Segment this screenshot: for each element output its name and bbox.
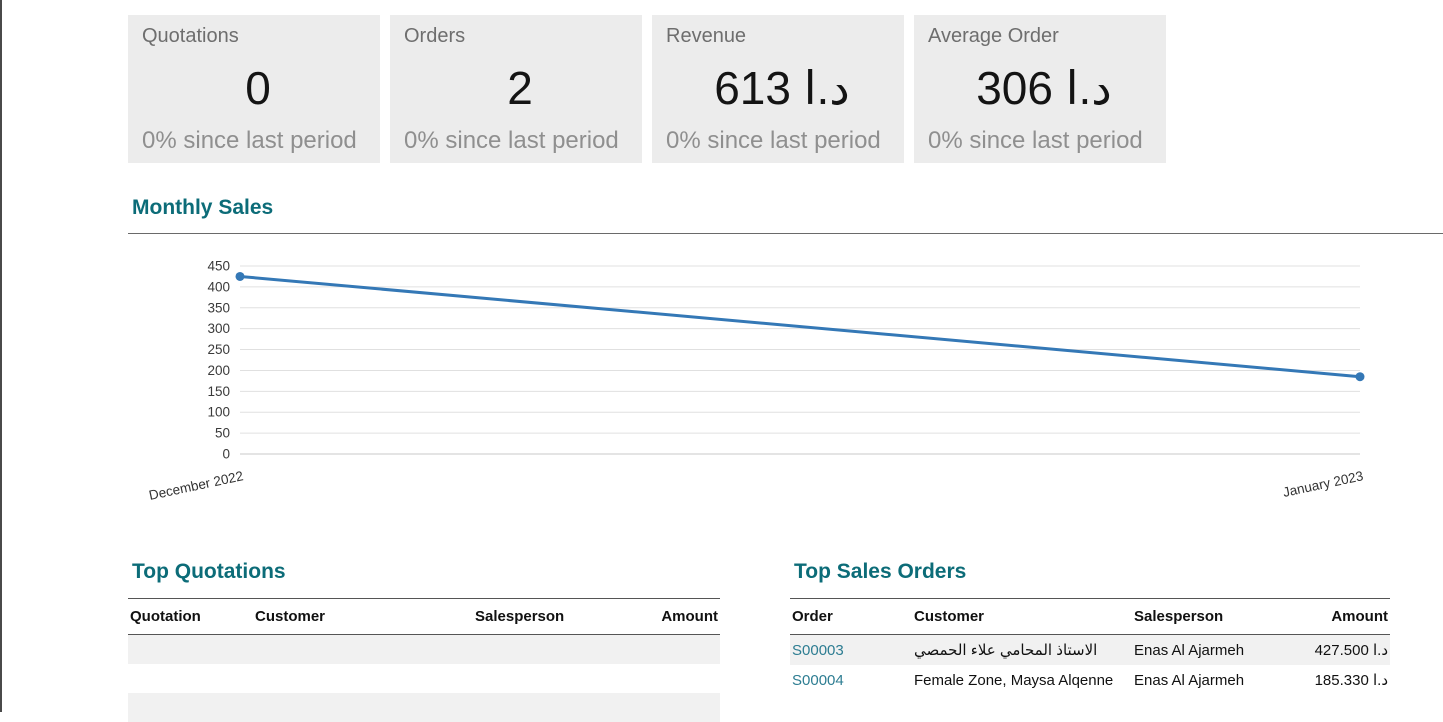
order-link[interactable]: S00004	[792, 671, 844, 689]
svg-text:0: 0	[222, 447, 230, 462]
top-quotations-table: Quotation Customer Salesperson Amount	[128, 598, 720, 722]
top-quotations-title: Top Quotations	[132, 560, 286, 583]
kpi-value: 613 د.ا	[714, 62, 850, 114]
empty-row	[128, 634, 720, 664]
svg-text:150: 150	[207, 384, 230, 399]
svg-text:200: 200	[207, 363, 230, 378]
col-header-salesperson: Salesperson	[473, 598, 643, 635]
kpi-label: Average Order	[928, 25, 1059, 47]
amount-cell: 185.330 د.ا	[1314, 672, 1388, 689]
top-quotations-section: Top Quotations Quotation Customer Salesp…	[128, 560, 720, 722]
kpi-delta: 0% since last period	[666, 127, 881, 154]
col-header-amount: Amount	[1257, 598, 1390, 635]
svg-text:450: 450	[207, 259, 230, 274]
kpi-card-revenue[interactable]: Revenue 613 د.ا 0% since last period	[652, 15, 904, 163]
kpi-card-average-order[interactable]: Average Order 306 د.ا 0% since last peri…	[914, 15, 1166, 163]
kpi-value: 2	[507, 62, 533, 114]
kpi-value: 0	[245, 62, 271, 114]
monthly-sales-chart: 0 50 100 150 200 250 300 350 400 450 December 2022…	[128, 233, 1443, 510]
svg-text:100: 100	[207, 405, 230, 420]
top-sales-orders-section: Top Sales Orders Order Customer Salesper…	[790, 560, 1390, 722]
svg-text:350: 350	[207, 300, 230, 315]
col-header-salesperson: Salesperson	[1132, 598, 1257, 635]
window-left-edge	[0, 0, 2, 712]
top-sales-orders-title: Top Sales Orders	[794, 560, 967, 583]
customer-cell: Female Zone, Maysa Alqenne	[914, 671, 1114, 689]
salesperson-cell: Enas Al Ajarmeh	[1134, 671, 1245, 689]
tables-row: Top Quotations Quotation Customer Salesp…	[128, 560, 1443, 722]
amount-cell: 427.500 د.ا	[1314, 642, 1388, 659]
col-header-customer: Customer	[912, 598, 1132, 635]
order-link[interactable]: S00003	[792, 641, 844, 659]
kpi-card-quotations[interactable]: Quotations 0 0% since last period	[128, 15, 380, 163]
salesperson-cell: Enas Al Ajarmeh	[1134, 641, 1245, 659]
table-row[interactable]: S00003 الاستاذ المحامي علاء الحمصي Enas …	[790, 634, 1390, 665]
col-header-order: Order	[790, 598, 912, 635]
kpi-label: Revenue	[666, 25, 747, 47]
kpi-card-orders[interactable]: Orders 2 0% since last period	[390, 15, 642, 163]
svg-text:400: 400	[207, 279, 230, 294]
customer-cell: الاستاذ المحامي علاء الحمصي	[914, 642, 1098, 659]
svg-text:December 2022: December 2022	[148, 468, 245, 503]
empty-row	[128, 692, 720, 722]
kpi-delta: 0% since last period	[404, 127, 619, 154]
col-header-amount: Amount	[643, 598, 720, 635]
table-row[interactable]: S00004 Female Zone, Maysa Alqenne Enas A…	[790, 665, 1390, 695]
table-header-row: Order Customer Salesperson Amount	[790, 598, 1390, 635]
kpi-row: Quotations 0 0% since last period Orders…	[128, 15, 1443, 163]
svg-text:50: 50	[215, 426, 230, 441]
kpi-delta: 0% since last period	[142, 127, 357, 154]
empty-row	[128, 664, 720, 693]
monthly-sales-title: Monthly Sales	[132, 196, 274, 219]
col-header-customer: Customer	[253, 598, 473, 635]
col-header-quotation: Quotation	[128, 598, 253, 635]
svg-text:250: 250	[207, 342, 230, 357]
kpi-label: Quotations	[142, 25, 239, 47]
svg-text:January 2023: January 2023	[1281, 468, 1364, 500]
svg-text:300: 300	[207, 321, 230, 336]
kpi-label: Orders	[404, 25, 466, 47]
table-header-row: Quotation Customer Salesperson Amount	[128, 598, 720, 635]
top-sales-orders-table: Order Customer Salesperson Amount S00003…	[790, 598, 1390, 695]
kpi-value: 306 د.ا	[976, 62, 1112, 114]
line-chart: 0 50 100 150 200 250 300 350 400 450 December 2022…	[148, 259, 1365, 503]
kpi-delta: 0% since last period	[928, 127, 1143, 154]
